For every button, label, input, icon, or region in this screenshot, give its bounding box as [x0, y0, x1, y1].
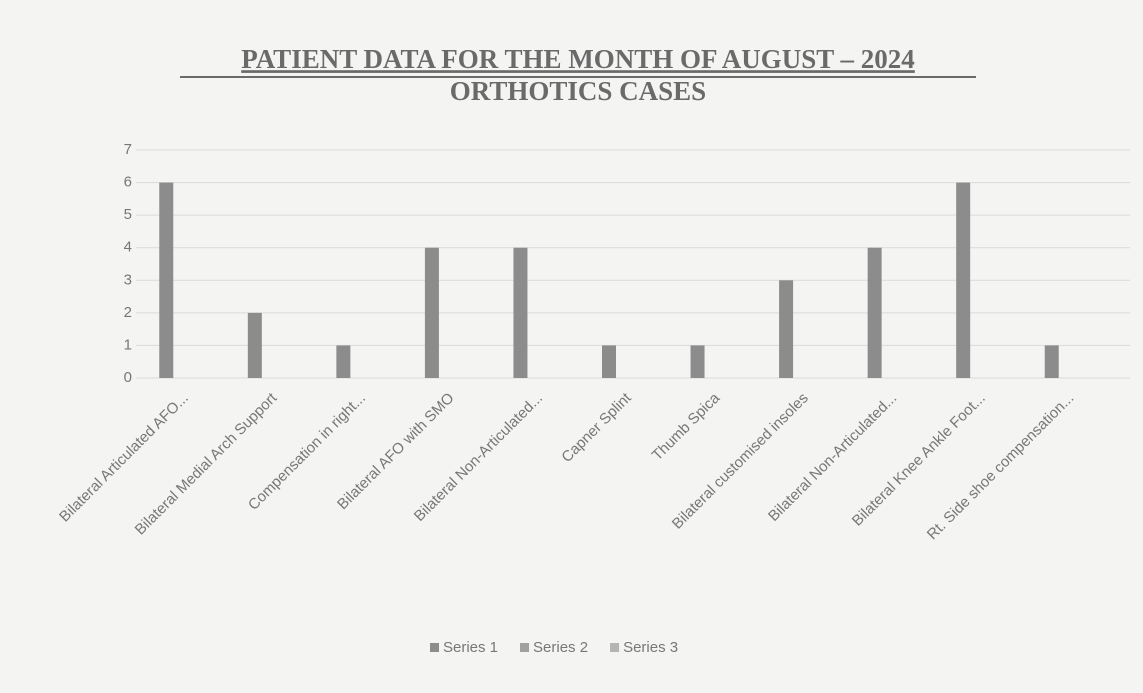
bar	[336, 345, 351, 378]
chart-subtitle: ORTHOTICS CASES	[450, 76, 706, 106]
legend-label: Series 1	[443, 639, 498, 656]
legend-swatch	[430, 643, 439, 652]
y-tick-label: 3	[124, 271, 132, 288]
y-tick-label: 4	[124, 239, 132, 256]
bar	[513, 247, 528, 378]
y-tick-label: 5	[124, 206, 132, 223]
bar	[424, 247, 439, 378]
legend-label: Series 3	[623, 639, 678, 656]
bar	[602, 345, 616, 378]
y-tick-label: 7	[124, 141, 132, 158]
y-tick-label: 6	[124, 174, 132, 191]
y-tick-label: 2	[124, 304, 132, 321]
y-tick-label: 1	[124, 336, 132, 353]
y-tick-label: 0	[124, 369, 132, 386]
bar	[690, 345, 705, 378]
bar	[956, 182, 971, 378]
bar	[779, 280, 794, 378]
bar	[247, 312, 262, 378]
chart-title: PATIENT DATA FOR THE MONTH OF AUGUST – 2…	[241, 44, 915, 74]
legend-swatch	[610, 643, 620, 652]
bar	[867, 247, 882, 378]
legend-label: Series 2	[533, 639, 588, 656]
bar	[159, 182, 174, 378]
bar	[1044, 345, 1059, 378]
legend-swatch	[520, 643, 530, 652]
